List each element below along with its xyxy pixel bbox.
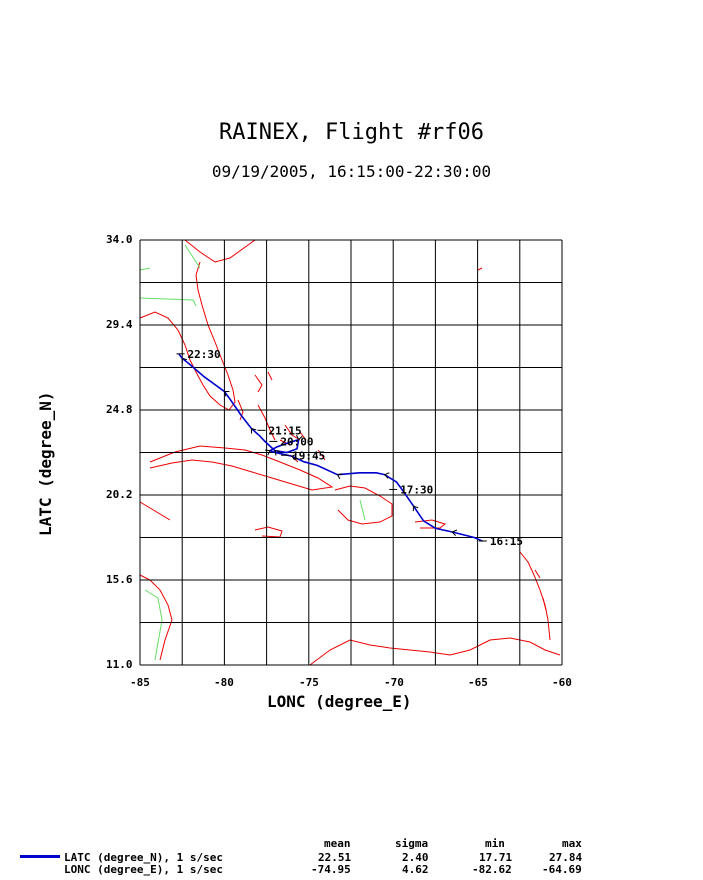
border-path (139, 297, 197, 307)
coastline-path (237, 399, 244, 421)
y-tick-label: 29.4 (106, 318, 133, 331)
y-tick-label: 34.0 (106, 233, 133, 246)
coastline-path (414, 519, 447, 529)
flight-track-layer (178, 353, 484, 542)
coastline-path (257, 404, 276, 441)
y-tick-label: 20.2 (106, 488, 133, 501)
track-direction-arrow (264, 449, 271, 456)
coastline-path (309, 637, 561, 666)
legend-label-latc: LATC (degree_N), 1 s/sec (64, 851, 223, 864)
coastline-path (334, 485, 393, 525)
border-path (139, 267, 151, 271)
stat-lonc-sigma: 4.62 (402, 863, 429, 876)
legend-line-swatch (20, 855, 60, 858)
track-direction-arrow (383, 472, 390, 479)
time-label: 16:15 (490, 535, 523, 548)
stat-latc-mean: 22.51 (318, 851, 352, 864)
stat-lonc-mean: -74.95 (311, 863, 351, 876)
track-direction-arrow (451, 529, 458, 537)
x-tick-label: -75 (299, 676, 319, 689)
coastline-path (267, 371, 273, 381)
chart-subtitle: 09/19/2005, 16:15:00-22:30:00 (211, 162, 492, 181)
stats-header-max: max (562, 837, 582, 850)
border-path (359, 499, 366, 521)
stats-header-min: min (485, 837, 505, 850)
coastline-path (139, 501, 171, 521)
flight-track-line (178, 353, 484, 542)
time-label: 19:45 (292, 449, 325, 462)
coastline-path (299, 431, 307, 441)
x-tick-label: -85 (130, 676, 150, 689)
track-direction-arrow (181, 357, 188, 364)
x-axis-label: LONC (degree_E) (267, 692, 412, 711)
coastline-path (477, 267, 483, 271)
track-direction-arrow (291, 453, 297, 461)
borders-layer (139, 244, 366, 661)
coastline-path (317, 449, 326, 461)
legend-label-lonc: LONC (degree_E), 1 s/sec (64, 863, 223, 876)
x-tick-label: -70 (384, 676, 404, 689)
stats-header-mean: mean (324, 837, 351, 850)
coastline-path (519, 551, 551, 641)
y-tick-label: 11.0 (106, 658, 133, 671)
stat-latc-min: 17.71 (479, 851, 513, 864)
chart-title: RAINEX, Flight #rf06 (219, 120, 484, 145)
track-direction-arrow (274, 450, 281, 456)
x-tick-label: -60 (552, 676, 572, 689)
coastline-path (184, 239, 256, 263)
track-direction-arrow (296, 434, 303, 441)
x-tick-label: -65 (468, 676, 488, 689)
track-direction-arrow (250, 427, 257, 434)
track-direction-arrow (336, 473, 343, 480)
border-path (184, 244, 201, 269)
y-tick-label: 15.6 (106, 573, 133, 586)
stat-latc-sigma: 2.40 (402, 851, 429, 864)
coastline-path (139, 261, 236, 411)
time-label: 22:30 (188, 348, 221, 361)
coastline-path (139, 574, 173, 661)
border-path (144, 589, 163, 661)
time-label: 20:00 (280, 435, 313, 448)
stats-header-sigma: sigma (395, 837, 429, 850)
coastline-path (279, 439, 291, 446)
stat-latc-max: 27.84 (549, 851, 583, 864)
time-label: 17:30 (400, 483, 433, 496)
coastline-path (254, 526, 283, 538)
track-direction-arrow (223, 391, 230, 397)
x-tick-label: -80 (214, 676, 234, 689)
coastline-path (149, 445, 334, 491)
coastline-path (284, 424, 301, 441)
coastline-path (542, 597, 547, 611)
track-direction-arrow (412, 505, 419, 512)
coastline-path (534, 569, 541, 579)
time-label: 21:15 (269, 424, 302, 437)
stat-lonc-min: -82.62 (472, 863, 512, 876)
grid-layer (139, 239, 563, 666)
y-axis-label: LATC (degree_N) (36, 391, 55, 537)
y-tick-label: 24.8 (106, 403, 133, 416)
stat-lonc-max: -64.69 (542, 863, 582, 876)
coastline-path (254, 374, 263, 393)
